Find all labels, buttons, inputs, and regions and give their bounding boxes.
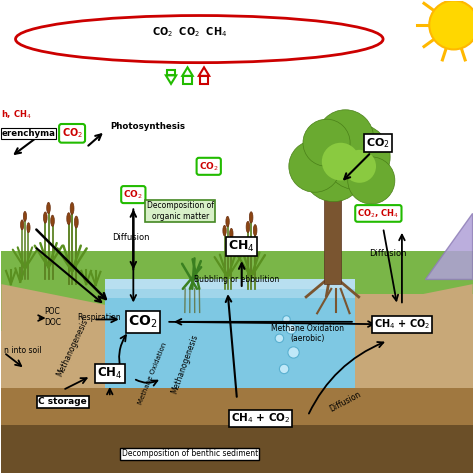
Polygon shape (355, 284, 473, 388)
Text: CO$_2$: CO$_2$ (62, 127, 82, 140)
Ellipse shape (51, 215, 55, 227)
Ellipse shape (74, 216, 78, 228)
Text: Methanogenesis: Methanogenesis (55, 318, 90, 378)
Text: Methane Oxidation: Methane Oxidation (137, 342, 167, 406)
Text: CO$_2$: CO$_2$ (123, 188, 143, 201)
Bar (167, 70, 175, 75)
Ellipse shape (20, 220, 24, 230)
Text: CH$_4$: CH$_4$ (228, 239, 255, 254)
Text: Methanogenesis: Methanogenesis (170, 333, 200, 395)
Polygon shape (25, 279, 449, 291)
Circle shape (283, 316, 290, 323)
Bar (1, 1, 473, 261)
Text: CH$_4$: CH$_4$ (97, 366, 122, 381)
Ellipse shape (229, 228, 233, 239)
Ellipse shape (47, 202, 50, 214)
Text: CO$_2$  CO$_2$  CH$_4$: CO$_2$ CO$_2$ CH$_4$ (152, 25, 228, 39)
Circle shape (348, 157, 395, 204)
Ellipse shape (249, 212, 253, 223)
Circle shape (289, 140, 341, 192)
Polygon shape (1, 275, 96, 402)
Text: h, CH$_4$: h, CH$_4$ (1, 108, 32, 121)
Polygon shape (105, 289, 355, 388)
Ellipse shape (23, 211, 27, 221)
Circle shape (288, 347, 299, 358)
Polygon shape (355, 275, 473, 388)
Bar (1, 251, 473, 289)
Circle shape (324, 124, 390, 190)
Text: CH$_4$ + CO$_2$: CH$_4$ + CO$_2$ (231, 411, 291, 425)
Ellipse shape (223, 225, 226, 236)
Polygon shape (426, 213, 473, 279)
Text: Decomposition of benthic sediment: Decomposition of benthic sediment (122, 449, 258, 458)
Text: Bubbling or ebbulition: Bubbling or ebbulition (194, 275, 280, 284)
Text: CH$_4$ + CO$_2$: CH$_4$ + CO$_2$ (374, 317, 430, 331)
Text: Diffusion: Diffusion (328, 390, 363, 414)
Text: CO$_2$: CO$_2$ (199, 160, 219, 173)
Ellipse shape (67, 213, 71, 225)
Bar (183, 76, 192, 84)
Circle shape (317, 110, 374, 166)
Text: POC
DOC: POC DOC (44, 308, 61, 327)
Ellipse shape (16, 16, 383, 63)
Polygon shape (1, 284, 119, 388)
Ellipse shape (226, 216, 229, 227)
Polygon shape (1, 275, 105, 331)
Ellipse shape (246, 221, 250, 233)
Circle shape (279, 364, 289, 374)
Polygon shape (25, 279, 449, 388)
Bar (1, 426, 473, 473)
Text: Diffusion: Diffusion (112, 233, 150, 241)
Polygon shape (1, 275, 105, 388)
Text: erenchyma: erenchyma (1, 129, 55, 138)
Bar (1, 388, 473, 473)
Bar (324, 176, 341, 284)
Text: CO$_2$: CO$_2$ (128, 314, 157, 330)
Circle shape (343, 150, 376, 183)
Circle shape (303, 140, 364, 201)
Text: Diffusion: Diffusion (369, 249, 407, 258)
Polygon shape (355, 275, 473, 293)
Polygon shape (199, 67, 209, 76)
Circle shape (322, 143, 359, 181)
Circle shape (303, 119, 350, 166)
Text: n into soil: n into soil (4, 346, 41, 355)
Ellipse shape (27, 223, 30, 233)
Text: Photosynthesis: Photosynthesis (110, 122, 185, 131)
Text: CO$_2$: CO$_2$ (366, 136, 390, 150)
Circle shape (275, 334, 283, 343)
Text: Respiration: Respiration (77, 313, 120, 321)
Polygon shape (182, 67, 193, 76)
Text: C storage: C storage (38, 397, 87, 406)
Text: Methane Oxidation
(aerobic): Methane Oxidation (aerobic) (271, 324, 344, 343)
Text: CO$_2$, CH$_4$: CO$_2$, CH$_4$ (357, 207, 400, 219)
Text: Decomposition of
organic matter: Decomposition of organic matter (147, 201, 214, 221)
Ellipse shape (44, 212, 47, 223)
Polygon shape (166, 75, 176, 84)
Polygon shape (105, 289, 355, 298)
Circle shape (286, 324, 296, 334)
Polygon shape (355, 275, 473, 402)
Ellipse shape (253, 225, 257, 236)
Ellipse shape (70, 202, 74, 214)
Bar (200, 76, 208, 84)
Circle shape (429, 0, 474, 49)
